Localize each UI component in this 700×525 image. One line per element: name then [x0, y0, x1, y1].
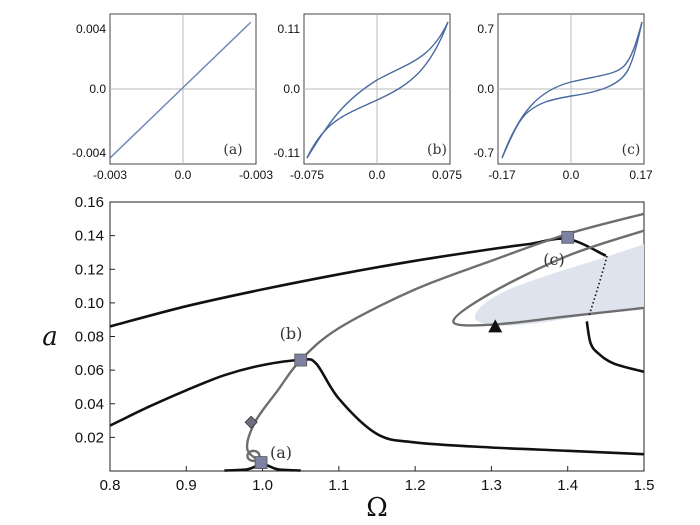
main-xtick-label: 1.1: [328, 477, 349, 494]
main-marker-triangle-4: [488, 319, 503, 333]
main-series-black-1: [585, 321, 645, 374]
main-annot-a: (a): [270, 443, 292, 462]
inset-c-ytick-mid: 0.0: [477, 82, 494, 96]
main-markers: [244, 230, 575, 469]
inset-a-xtick-right: -0.003: [239, 168, 273, 182]
main-annot-b: (b): [280, 324, 303, 343]
inset-a-ytick-mid: 0.0: [89, 82, 106, 96]
inset-c-xtick-left: -0.17: [488, 168, 516, 182]
main-small-loop: [246, 449, 261, 463]
inset-a-curve-2: [110, 21, 252, 158]
inset-b-xtick-left: -0.075: [290, 168, 324, 182]
inset-b-ytick-top: 0.11: [278, 22, 301, 36]
main-ytick-label: 0.12: [75, 261, 104, 278]
main-ytick-label: 0.10: [75, 295, 104, 312]
inset-b-ytick-mid: 0.0: [283, 82, 300, 96]
inset-c-ytick-bot: -0.7: [473, 146, 494, 160]
main-xtick-label: 1.0: [252, 477, 273, 494]
inset-b-xtick-mid: 0.0: [369, 168, 386, 182]
inset-c-curve-upper: [501, 21, 643, 159]
main-plot: 0.8 0.9 1.0 1.1 1.2 1.3 1.4 1.5 0.02 0.04 0.06 0.08…: [42, 194, 654, 523]
main-ytick-label: 0.14: [75, 228, 104, 245]
main-xtick-label: 0.8: [100, 477, 121, 494]
main-marker-square-1: [294, 353, 308, 367]
inset-c-panel-label: (c): [622, 142, 641, 158]
inset-b-curve-lower: [306, 21, 449, 159]
main-xtick-label: 0.9: [176, 477, 197, 494]
main-ticks: 0.8 0.9 1.0 1.1 1.2 1.3 1.4 1.5 0.02 0.04 0.06 0.08…: [75, 194, 655, 494]
main-xlabel: Ω: [366, 493, 388, 523]
main-marker-square-2: [561, 230, 575, 244]
main-annot-c: (c): [543, 250, 564, 269]
inset-c-curve-lower: [501, 21, 643, 159]
inset-a: 0.004 0.0 -0.004 -0.003 0.0 -0.003 (a): [72, 13, 273, 182]
main-plot-frame: [109, 201, 645, 472]
inset-b-panel-label: (b): [427, 142, 447, 158]
main-marker-diamond-3: [244, 415, 258, 429]
main-ytick-label: 0.16: [75, 194, 104, 211]
inset-c-ytick-top: 0.7: [477, 22, 494, 36]
main-xtick-label: 1.2: [405, 477, 426, 494]
inset-b-xtick-right: 0.075: [432, 168, 462, 182]
main-series-gray-4: [245, 212, 645, 464]
main-ylabel: a: [42, 322, 58, 352]
inset-a-ytick-top: 0.004: [76, 22, 106, 36]
main-xtick-label: 1.4: [557, 477, 578, 494]
inset-c: 0.7 0.0 -0.7 -0.17 0.0 0.17 (c): [473, 13, 653, 182]
main-marker-square-0: [254, 456, 268, 469]
dotted-branch: [588, 255, 608, 317]
unstable-region: [474, 244, 644, 326]
main-xtick-label: 1.3: [481, 477, 502, 494]
main-ytick-label: 0.02: [75, 429, 104, 446]
main-xtick-label: 1.5: [634, 477, 655, 494]
main-series-black-2: [109, 357, 645, 456]
main-ytick-label: 0.06: [75, 362, 104, 379]
inset-b: 0.11 0.0 -0.11 -0.075 0.0 0.075 (b): [274, 13, 462, 182]
main-ytick-label: 0.04: [75, 396, 104, 413]
inset-c-xtick-mid: 0.0: [563, 168, 580, 182]
inset-a-xtick-mid: 0.0: [175, 168, 192, 182]
inset-a-panel-label: (a): [223, 142, 242, 158]
inset-a-ytick-bot: -0.004: [72, 146, 106, 160]
inset-c-xtick-right: 0.17: [629, 168, 653, 182]
inset-a-xtick-left: -0.003: [93, 168, 127, 182]
main-series-gray-5: [452, 229, 645, 327]
main-ytick-label: 0.08: [75, 329, 104, 346]
inset-b-ytick-bot: -0.11: [274, 146, 301, 160]
